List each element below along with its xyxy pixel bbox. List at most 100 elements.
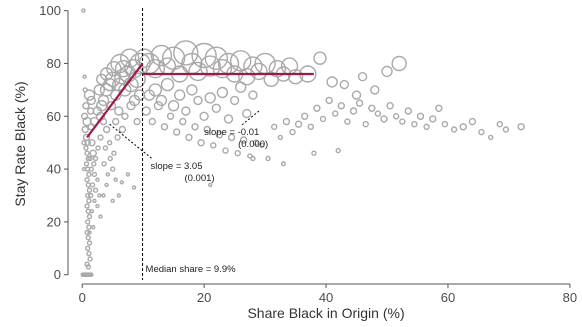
data-point [517, 123, 525, 131]
data-point [101, 193, 106, 198]
data-point [133, 117, 141, 126]
data-point [104, 182, 109, 188]
data-point [191, 123, 199, 131]
data-point [173, 89, 186, 101]
data-point [95, 177, 100, 182]
data-point [150, 44, 173, 67]
data-point [204, 92, 216, 104]
data-point [82, 101, 90, 110]
x-tick-label: 40 [319, 290, 333, 305]
data-point [193, 95, 203, 106]
data-point [325, 96, 333, 105]
data-point [393, 113, 400, 120]
data-point [89, 182, 96, 188]
data-point [81, 139, 87, 146]
y-axis-title: Stay Rate Black (%) [12, 81, 28, 206]
data-point [86, 198, 92, 204]
data-point [344, 118, 351, 125]
data-point [351, 90, 362, 100]
data-point [153, 100, 164, 111]
data-point [335, 147, 341, 154]
data-point [97, 193, 102, 198]
data-point [368, 104, 376, 113]
data-point [399, 118, 406, 125]
slope-se-label: (0.001) [184, 173, 214, 184]
data-point [84, 203, 90, 209]
data-point [319, 115, 327, 123]
data-point [89, 149, 97, 157]
data-point [204, 46, 229, 70]
data-point [313, 51, 327, 65]
y-tick-label: 60 [47, 109, 61, 124]
data-point [380, 115, 388, 123]
data-point [114, 134, 121, 141]
data-point [172, 128, 181, 136]
data-point [93, 84, 106, 96]
data-point [252, 139, 260, 146]
data-point [118, 125, 127, 134]
data-point [212, 58, 233, 79]
data-point [106, 139, 113, 146]
data-point [141, 106, 151, 116]
slope-label: slope = 3.05 [150, 161, 202, 172]
data-point [210, 142, 217, 149]
data-point [83, 161, 90, 167]
data-point [355, 99, 364, 107]
annotation-leader [109, 123, 153, 160]
data-point [85, 234, 92, 241]
data-point [86, 171, 92, 178]
data-point [89, 272, 94, 278]
data-point [222, 147, 229, 154]
data-point [238, 67, 256, 86]
data-point [429, 115, 437, 123]
data-point [250, 155, 256, 162]
data-point [391, 55, 407, 72]
data-point [89, 209, 95, 214]
data-point [82, 74, 87, 79]
data-point [370, 85, 380, 95]
data-point [207, 182, 213, 188]
slope-se-label: (0.000) [238, 139, 268, 150]
data-point [91, 171, 98, 178]
data-point [86, 224, 92, 230]
x-tick-label: 0 [79, 290, 86, 305]
data-point [191, 42, 217, 69]
data-point [234, 149, 241, 157]
data-point [307, 123, 314, 131]
data-point [259, 142, 265, 149]
data-point [450, 126, 458, 133]
x-tick-label: 80 [563, 290, 577, 305]
fit-line [86, 62, 144, 139]
data-point [105, 172, 111, 177]
data-point [102, 125, 111, 134]
data-point [95, 73, 108, 86]
data-point [125, 172, 131, 177]
data-point [113, 177, 118, 182]
data-point [181, 106, 191, 116]
data-point [386, 101, 394, 110]
data-point [107, 155, 113, 162]
y-tick-label: 40 [47, 162, 61, 177]
data-point [84, 176, 90, 183]
data-point [362, 120, 369, 128]
data-point [423, 123, 430, 131]
slope-annotations: slope = 3.05(0.001) slope = -0.01(0.000) [109, 110, 268, 184]
data-point [179, 117, 187, 126]
data-point [83, 145, 89, 151]
data-point [121, 112, 129, 121]
data-point [145, 58, 166, 79]
data-point [185, 133, 193, 142]
data-point [92, 187, 99, 193]
data-point [199, 55, 221, 77]
data-point [110, 198, 115, 204]
data-point [349, 107, 358, 115]
data-point [88, 138, 96, 147]
data-point [411, 120, 418, 128]
data-point [92, 198, 97, 204]
data-point [90, 224, 96, 230]
data-point [248, 90, 258, 100]
data-point [211, 103, 222, 114]
data-point [160, 77, 175, 92]
data-point [311, 150, 317, 156]
